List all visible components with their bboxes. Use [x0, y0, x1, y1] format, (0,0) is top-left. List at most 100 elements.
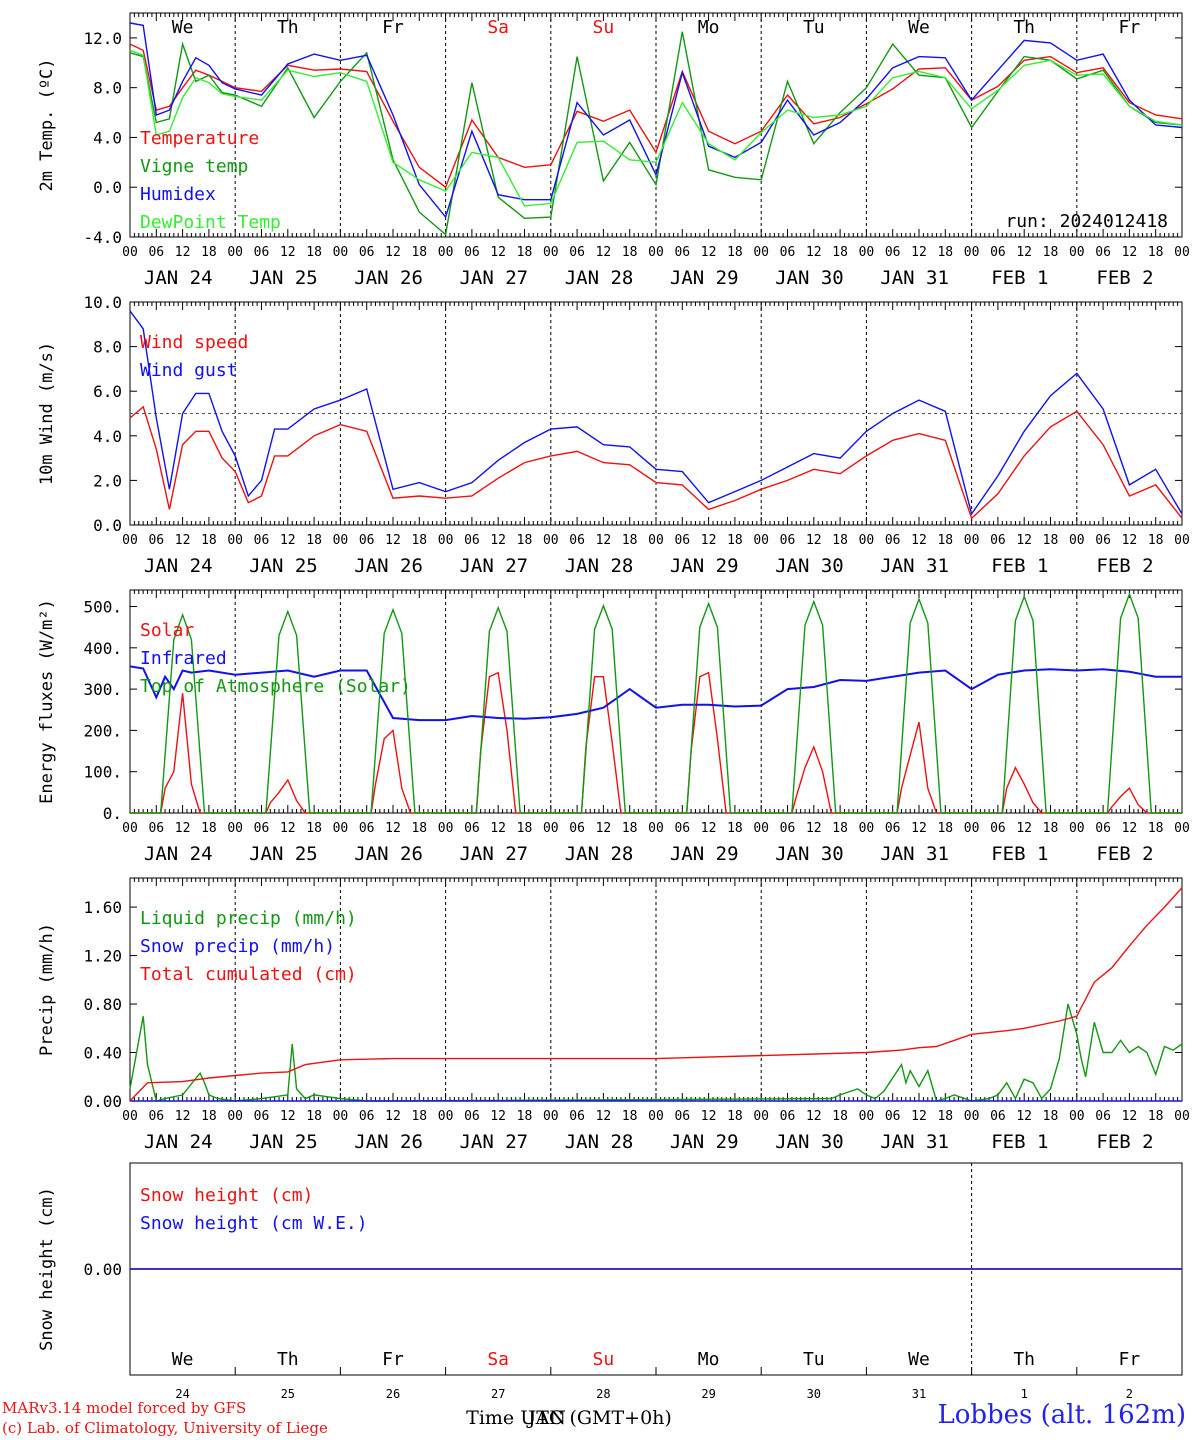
y-tick-label: 0.40	[83, 1044, 122, 1063]
date-label: JAN 31	[880, 555, 949, 577]
y-tick-label: 0.0	[93, 516, 122, 535]
date-number: 26	[386, 1387, 400, 1401]
hour-label: 06	[464, 533, 480, 548]
hour-label: 12	[490, 821, 506, 836]
date-number: 2	[1126, 1387, 1133, 1401]
hour-label: 12	[911, 245, 927, 260]
y-tick-label: 0.00	[83, 1260, 122, 1279]
date-label: FEB 1	[991, 267, 1048, 289]
hour-label: 00	[859, 1109, 875, 1124]
hour-label: 18	[1148, 1109, 1164, 1124]
hour-label: 12	[280, 821, 296, 836]
hour-label: 06	[148, 533, 164, 548]
hour-label: 12	[806, 533, 822, 548]
hour-label: 06	[148, 245, 164, 260]
hour-label: 06	[464, 1109, 480, 1124]
hour-label: 18	[517, 821, 533, 836]
hour-label: 06	[359, 821, 375, 836]
hour-label: 06	[885, 821, 901, 836]
hour-label: 18	[1148, 821, 1164, 836]
hour-label: 18	[1148, 245, 1164, 260]
hour-label: 12	[701, 245, 717, 260]
hour-label: 18	[832, 1109, 848, 1124]
hour-label: 18	[727, 533, 743, 548]
hour-label: 18	[622, 1109, 638, 1124]
y-axis-label: Snow height (cm)	[37, 1187, 57, 1351]
hour-label: 18	[201, 821, 217, 836]
hour-label: 06	[359, 1109, 375, 1124]
hour-label: 12	[175, 1109, 191, 1124]
weekday-label: Th	[277, 17, 299, 38]
hour-label: 00	[964, 821, 980, 836]
weekday-label: Fr	[382, 1349, 404, 1370]
hour-label: 00	[122, 1109, 138, 1124]
hour-label: 18	[1043, 821, 1059, 836]
y-tick-label: 1.60	[83, 898, 122, 917]
plot-frame	[129, 12, 1183, 238]
station-label: Lobbes (alt. 162m)	[937, 1400, 1186, 1430]
date-label: JAN 27	[459, 555, 528, 577]
date-label: JAN 27	[459, 843, 528, 865]
legend-entry: Total cumulated (cm)	[140, 964, 357, 985]
hour-label: 18	[1043, 533, 1059, 548]
date-label: FEB 2	[1096, 843, 1153, 865]
y-axis-label: 10m Wind (m/s)	[37, 342, 57, 485]
hour-label: 18	[622, 533, 638, 548]
hour-label: 00	[333, 1109, 349, 1124]
date-number: 1	[1021, 1387, 1028, 1401]
date-label: JAN 26	[354, 555, 423, 577]
hour-label: 18	[727, 821, 743, 836]
hour-label: 00	[1174, 533, 1190, 548]
legend-entry: Wind gust	[140, 360, 238, 381]
hour-label: 00	[438, 245, 454, 260]
date-label: FEB 1	[991, 843, 1048, 865]
hour-label: 18	[727, 245, 743, 260]
y-tick-label: 10.0	[83, 293, 122, 312]
hour-label: 00	[1174, 821, 1190, 836]
date-label: JAN 25	[249, 267, 318, 289]
legend-entry: Vigne temp	[140, 156, 248, 177]
hour-label: 18	[411, 245, 427, 260]
hour-label: 18	[201, 1109, 217, 1124]
hour-label: 12	[280, 245, 296, 260]
date-label: JAN 28	[565, 267, 634, 289]
date-number: 25	[281, 1387, 295, 1401]
hour-label: 18	[832, 533, 848, 548]
hour-label: 12	[911, 1109, 927, 1124]
y-tick-label: 0.00	[83, 1092, 122, 1111]
hour-label: 18	[1148, 533, 1164, 548]
series-line	[130, 592, 1182, 814]
legend-entry: Temperature	[140, 128, 259, 149]
hour-label: 12	[701, 821, 717, 836]
hour-label: 06	[674, 533, 690, 548]
hour-label: 06	[464, 821, 480, 836]
hour-label: 06	[1095, 1109, 1111, 1124]
y-tick-label: 1.20	[83, 947, 122, 966]
weekday-label: We	[172, 1349, 194, 1370]
hour-label: 18	[201, 533, 217, 548]
hour-label: 00	[543, 245, 559, 260]
legend-entry: Snow precip (mm/h)	[140, 936, 335, 957]
hour-label: 00	[543, 1109, 559, 1124]
hour-label: 00	[227, 1109, 243, 1124]
hour-label: 12	[1016, 821, 1032, 836]
hour-label: 18	[411, 533, 427, 548]
hour-label: 06	[780, 821, 796, 836]
hour-label: 18	[517, 245, 533, 260]
hour-label: 06	[569, 245, 585, 260]
weekday-label: Su	[593, 17, 615, 38]
x-axis-label: Time UTC (GMT+0h)	[466, 1407, 672, 1429]
series-line	[129, 31, 1183, 236]
weekday-label: Fr	[382, 17, 404, 38]
hour-label: 00	[753, 1109, 769, 1124]
hour-label: 12	[1122, 821, 1138, 836]
date-label: JAN 29	[670, 555, 739, 577]
hour-label: 06	[885, 1109, 901, 1124]
series-line	[129, 665, 1182, 722]
hour-label: 18	[727, 1109, 743, 1124]
hour-label: 00	[753, 245, 769, 260]
hour-label: 00	[648, 533, 664, 548]
hour-label: 12	[175, 245, 191, 260]
hour-label: 18	[1043, 245, 1059, 260]
legend-entry: Infrared	[140, 648, 227, 669]
